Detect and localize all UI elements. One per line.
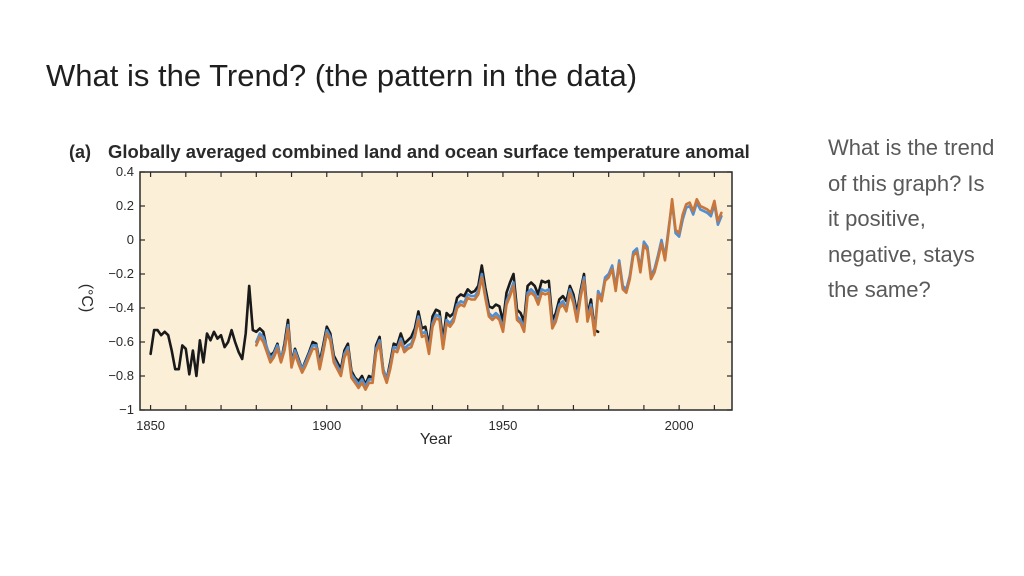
slide-title: What is the Trend? (the pattern in the d… <box>46 58 638 93</box>
chart-title: Globally averaged combined land and ocea… <box>108 142 750 162</box>
panel-label: (a) <box>69 142 91 162</box>
x-tick-labels: 1850 1900 1950 2000 <box>136 418 693 433</box>
y-tick-label: −1 <box>119 402 134 417</box>
series-lines <box>149 197 723 391</box>
y-tick-label: 0.2 <box>116 198 134 213</box>
x-axis-label: Year <box>420 431 453 448</box>
y-tick-label: −0.6 <box>108 334 134 349</box>
axis-ticks <box>140 171 732 411</box>
y-tick-label: 0 <box>127 232 134 247</box>
x-tick-label: 1900 <box>312 418 341 433</box>
y-tick-label: −0.2 <box>108 266 134 281</box>
x-tick-label: 1850 <box>136 418 165 433</box>
y-tick-label: −0.4 <box>108 300 134 315</box>
plot-area <box>139 171 733 411</box>
y-tick-label: 0.4 <box>116 164 134 179</box>
y-tick-label: −0.8 <box>108 368 134 383</box>
series-line-3 <box>255 197 723 391</box>
x-tick-label: 1950 <box>488 418 517 433</box>
y-axis-label: (°C) <box>78 284 95 313</box>
y-tick-labels: 0.4 0.2 0 −0.2 −0.4 −0.6 −0.8 −1 <box>108 164 134 417</box>
x-tick-label: 2000 <box>665 418 694 433</box>
side-question: What is the trend of this graph? Is it p… <box>828 135 995 302</box>
temperature-anomaly-chart: (a) Globally averaged combined land and … <box>69 142 750 448</box>
